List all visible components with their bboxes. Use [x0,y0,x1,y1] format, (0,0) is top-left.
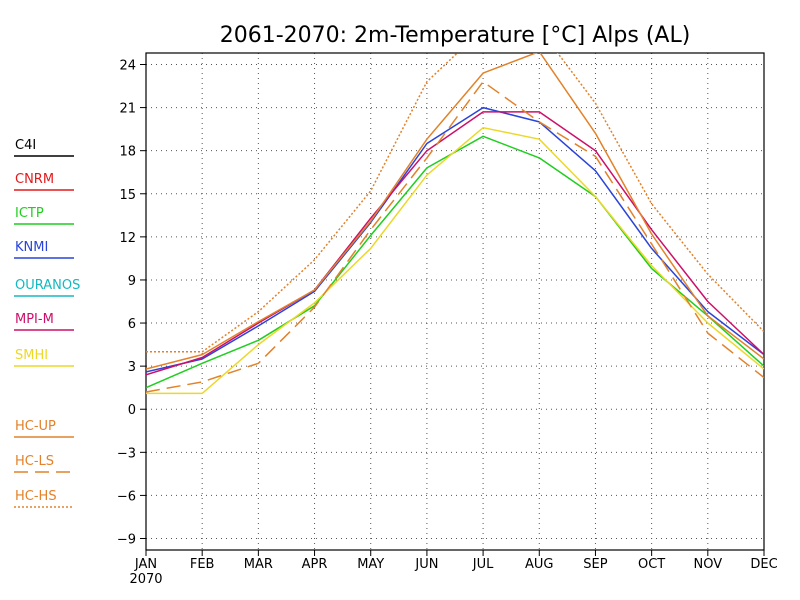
x-tick-label: DEC [750,557,777,572]
y-tick-label: −9 [117,533,136,548]
series-line-hc-ls [146,80,764,393]
x-tick-label: SEP [583,557,607,572]
grid [146,53,764,550]
x-tick-label: APR [302,557,328,572]
series-line-smhi [146,126,764,395]
x-tick-label: JAN [134,557,157,572]
y-tick-label: 15 [119,188,136,203]
legend-label-cnrm: CNRM [15,172,54,187]
series-lines [146,53,764,395]
series-line-mpi-m [146,111,764,376]
legend-label-mpi-m: MPI-M [15,312,54,327]
x-tick-label: OCT [638,557,665,572]
y-axis: 24 21 18 15 12 9 6 3 0 −3 −6 −9 [117,58,146,548]
legend-label-ictp: ICTP [15,206,44,221]
x-tick-label: JUL [472,557,494,572]
legend-label-c4i: C4I [15,138,36,153]
x-tick-label: JUN [414,557,438,572]
series-line-knmi [146,106,764,373]
legend-label-hc-up: HC-UP [15,419,56,434]
y-tick-label: 24 [119,58,136,73]
y-tick-label: 18 [119,145,136,160]
x-tick-label: MAR [244,557,273,572]
legend-label-hc-hs: HC-HS [15,489,57,504]
y-tick-label: −6 [117,489,136,504]
series-line-hc-hs [146,53,764,353]
y-tick-label: 0 [128,403,136,418]
legend-label-hc-ls: HC-LS [15,454,54,469]
y-tick-label: 9 [128,274,136,289]
y-tick-label: 21 [119,102,136,117]
x-tick-label: AUG [525,557,553,572]
y-tick-label: 3 [128,360,136,375]
x-tick-label: NOV [694,557,723,572]
legend: C4I CNRM ICTP KNMI OURANOS MPI-M SMHI HC-UP HC-L… [14,138,80,508]
x-axis: JAN FEB MAR APR MAY JUN JUL AUG SEP OCT NOV DEC [134,550,778,572]
legend-label-ouranos: OURANOS [15,278,80,293]
x-tick-label: MAY [357,557,384,572]
chart-title: 2061-2070: 2m-Temperature [°C] Alps (AL) [220,23,691,48]
y-tick-label: 12 [119,231,136,246]
x-axis-year-label: 2070 [129,572,162,587]
y-tick-label: −3 [117,446,136,461]
plot-frame [145,52,765,551]
x-tick-label: FEB [190,557,215,572]
y-tick-label: 6 [128,317,136,332]
series-line-hc-up [146,53,764,370]
legend-label-knmi: KNMI [15,240,48,255]
legend-label-smhi: SMHI [15,348,48,363]
